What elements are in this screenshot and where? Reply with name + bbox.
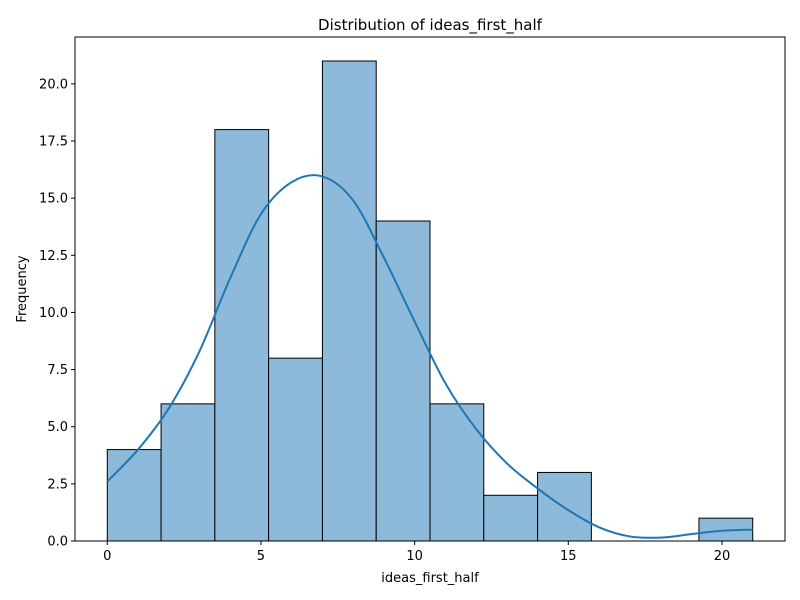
- chart-title: Distribution of ideas_first_half: [318, 16, 543, 35]
- y-tick-label: 15.0: [39, 192, 68, 207]
- histogram-bar: [321, 60, 377, 542]
- histogram-bar: [106, 449, 162, 542]
- x-tick-label: 10: [406, 549, 423, 564]
- y-tick-label: 0.0: [47, 535, 68, 550]
- histogram-bar: [268, 357, 323, 542]
- y-tick-label: 12.5: [39, 249, 68, 264]
- x-tick-label: 0: [103, 549, 111, 564]
- y-tick-label: 10.0: [39, 306, 68, 321]
- x-axis-label: ideas_first_half: [381, 571, 479, 586]
- x-ticks: 0 5 10 15 20: [103, 541, 730, 564]
- x-tick-label: 20: [714, 549, 731, 564]
- x-tick-label: 15: [560, 549, 577, 564]
- histogram-bar: [429, 403, 485, 542]
- y-tick-label: 20.0: [39, 77, 68, 92]
- y-tick-label: 7.5: [47, 363, 68, 378]
- histogram-bar: [375, 220, 431, 542]
- kde-line: [106, 174, 753, 539]
- plot-frame: [74, 36, 786, 542]
- x-tick-label: 5: [257, 549, 265, 564]
- y-tick-label: 2.5: [47, 477, 68, 492]
- histogram-bar: [214, 129, 270, 542]
- histogram-bar: [483, 494, 539, 542]
- y-axis-label: Frequency: [15, 255, 30, 322]
- bars-layer: [106, 60, 754, 542]
- histogram-bar: [160, 403, 216, 542]
- y-ticks: 0.0 2.5 5.0 7.5 10.0 12.5 15.0 17.5 20.0: [39, 77, 75, 550]
- y-tick-label: 17.5: [39, 135, 68, 150]
- y-tick-label: 5.0: [47, 420, 68, 435]
